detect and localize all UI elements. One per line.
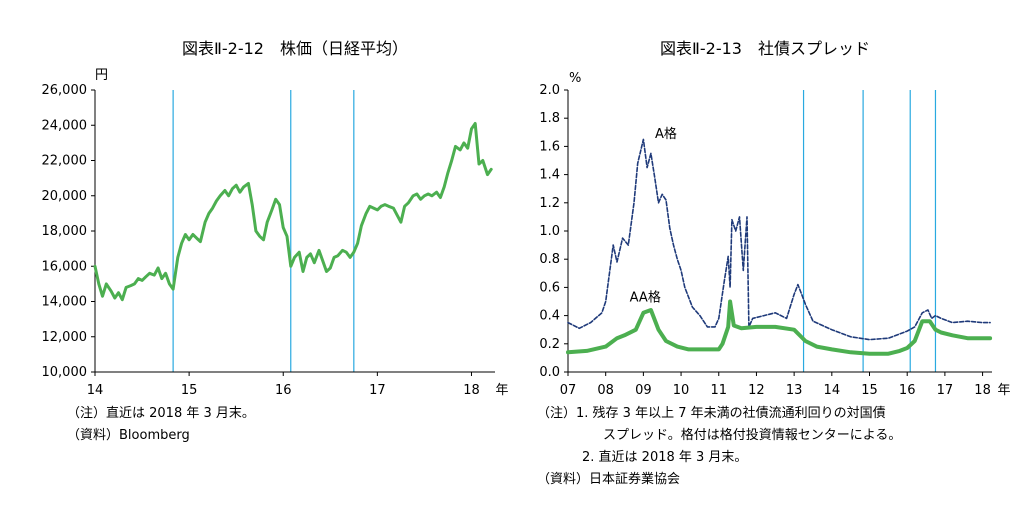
x-tick-label: 18 xyxy=(463,383,480,398)
y-tick-label: 0.4 xyxy=(539,309,560,324)
x-tick-label: 12 xyxy=(748,383,765,398)
y-tick-label: 10,000 xyxy=(42,365,88,380)
x-tick-label: 14 xyxy=(87,383,104,398)
y-tick-label: 26,000 xyxy=(42,83,88,98)
x-unit-label-stock: 年 xyxy=(495,383,508,398)
note-stock-2: （資料）Bloomberg xyxy=(67,428,190,443)
chart-title-stock: 図表Ⅱ-2-12 株価（日経平均） xyxy=(182,39,408,58)
x-tick-label: 15 xyxy=(181,383,198,398)
y-tick-label: 0.0 xyxy=(539,365,560,380)
series-annotation-2: AA格 xyxy=(630,290,661,306)
y-tick-label: 1.2 xyxy=(539,196,560,211)
x-tick-label: 08 xyxy=(597,383,614,398)
x-tick-label: 09 xyxy=(635,383,652,398)
y-tick-label: 1.0 xyxy=(539,224,560,239)
y-tick-label: 0.8 xyxy=(539,252,560,267)
x-unit-label-spread: 年 xyxy=(997,383,1010,398)
y-tick-label: 1.4 xyxy=(539,168,560,183)
series-line-a-rating xyxy=(567,138,991,341)
y-tick-label: 0.2 xyxy=(539,337,560,352)
y-tick-label: 1.6 xyxy=(539,139,560,154)
y-tick-label: 14,000 xyxy=(42,295,88,310)
y-tick-label: 18,000 xyxy=(42,224,88,239)
x-tick-label: 16 xyxy=(899,383,916,398)
x-tick-label: 13 xyxy=(786,383,803,398)
x-tick-label: 17 xyxy=(369,383,386,398)
series-line-aa-rating xyxy=(566,299,993,356)
x-tick-label: 11 xyxy=(710,383,727,398)
y-tick-label: 24,000 xyxy=(42,118,88,133)
note-stock-1: （注）直近は 2018 年 3 月末。 xyxy=(67,406,255,421)
note-spread-2: スプレッド。格付は格付投資情報センターによる。 xyxy=(603,428,902,443)
y-tick-label: 0.6 xyxy=(539,280,560,295)
y-tick-label: 20,000 xyxy=(42,189,88,204)
y-tick-label: 16,000 xyxy=(42,259,88,274)
x-tick-label: 10 xyxy=(673,383,690,398)
note-spread-1: （注）1. 残存 3 年以上 7 年未満の社債流通利回りの対国債 xyxy=(537,406,886,421)
x-tick-label: 14 xyxy=(824,383,841,398)
note-spread-4: （資料）日本証券業協会 xyxy=(537,472,681,487)
y-tick-label: 22,000 xyxy=(42,154,88,169)
series-line-nikkei xyxy=(93,122,493,302)
note-spread-3: 2. 直近は 2018 年 3 月末。 xyxy=(582,450,748,465)
unit-label-spread: % xyxy=(569,71,581,86)
y-tick-label: 2.0 xyxy=(539,83,560,98)
x-tick-label: 15 xyxy=(861,383,878,398)
x-tick-label: 17 xyxy=(937,383,954,398)
x-tick-label: 16 xyxy=(275,383,292,398)
x-tick-label: 18 xyxy=(974,383,991,398)
y-tick-label: 1.8 xyxy=(539,111,560,126)
x-tick-label: 07 xyxy=(560,383,577,398)
y-tick-label: 12,000 xyxy=(42,330,88,345)
series-annotation-1: A格 xyxy=(655,126,677,142)
chart-title-spread: 図表Ⅱ-2-13 社債スプレッド xyxy=(660,39,870,58)
unit-label-stock: 円 xyxy=(95,68,108,83)
